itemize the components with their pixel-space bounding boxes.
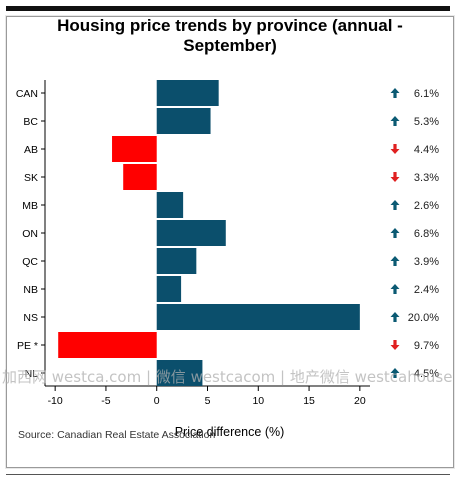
arrow-down-icon: [390, 172, 400, 182]
arrow-up-icon: [390, 228, 400, 238]
value-label: 3.3%: [414, 172, 439, 184]
bar-on: [156, 220, 226, 246]
value-label: 6.8%: [414, 228, 439, 240]
bar-ns: [156, 304, 360, 330]
category-label: NS: [23, 312, 38, 324]
source-note: Source: Canadian Real Estate Association: [18, 429, 216, 441]
arrow-up-icon: [390, 312, 400, 322]
bar-pe: [58, 332, 157, 358]
chart-title-line-2: September): [183, 36, 277, 55]
bottom-rule: [6, 474, 450, 475]
x-tick-label: 20: [354, 395, 366, 407]
arrow-up-icon: [390, 116, 400, 126]
value-label: 6.1%: [414, 88, 439, 100]
x-tick-label: -5: [101, 395, 110, 407]
bar-nb: [156, 276, 182, 302]
x-tick-label: 0: [154, 395, 160, 407]
category-label: MB: [22, 200, 38, 212]
value-label: 5.3%: [414, 116, 439, 128]
value-label: 9.7%: [414, 340, 439, 352]
bar-nl: [156, 360, 203, 386]
x-tick-label: 10: [252, 395, 264, 407]
arrow-up-icon: [390, 200, 400, 210]
arrow-up-icon: [390, 256, 400, 266]
chart-panel: [6, 16, 454, 468]
bar-qc: [156, 248, 197, 274]
value-label: 2.4%: [414, 284, 439, 296]
bar-ab: [112, 136, 157, 162]
bar-mb: [156, 192, 184, 218]
category-label: SK: [24, 172, 38, 184]
bar-sk: [123, 164, 157, 190]
arrow-down-icon: [390, 340, 400, 350]
chart-title: Housing price trends by province (annual…: [30, 16, 430, 56]
arrow-up-icon: [390, 284, 400, 294]
top-rule: [6, 6, 450, 11]
arrow-up-icon: [390, 88, 400, 98]
bar-bc: [156, 108, 211, 134]
category-label: QC: [22, 256, 38, 268]
arrow-up-icon: [390, 368, 400, 378]
value-label: 20.0%: [408, 312, 439, 324]
value-label: 4.4%: [414, 144, 439, 156]
category-label: PE *: [17, 340, 38, 352]
category-label: ON: [22, 228, 38, 240]
category-label: BC: [23, 116, 38, 128]
category-label: NB: [23, 284, 38, 296]
x-tick-label: 5: [205, 395, 211, 407]
value-label: 4.5%: [414, 368, 439, 380]
watermark: 加西网 westca.com | 微信 westcacom | 地产微信 wes…: [2, 368, 453, 386]
x-axis-label: Price difference (%): [175, 425, 285, 439]
arrow-down-icon: [390, 144, 400, 154]
category-label: AB: [24, 144, 38, 156]
category-label: CAN: [16, 88, 38, 100]
chart-title-line-1: Housing price trends by province (annual…: [57, 16, 403, 35]
bar-can: [156, 80, 219, 106]
category-label: NL: [25, 368, 39, 380]
value-label: 3.9%: [414, 256, 439, 268]
x-tick-label: 15: [303, 395, 315, 407]
x-tick-label: -10: [48, 395, 63, 407]
value-label: 2.6%: [414, 200, 439, 212]
